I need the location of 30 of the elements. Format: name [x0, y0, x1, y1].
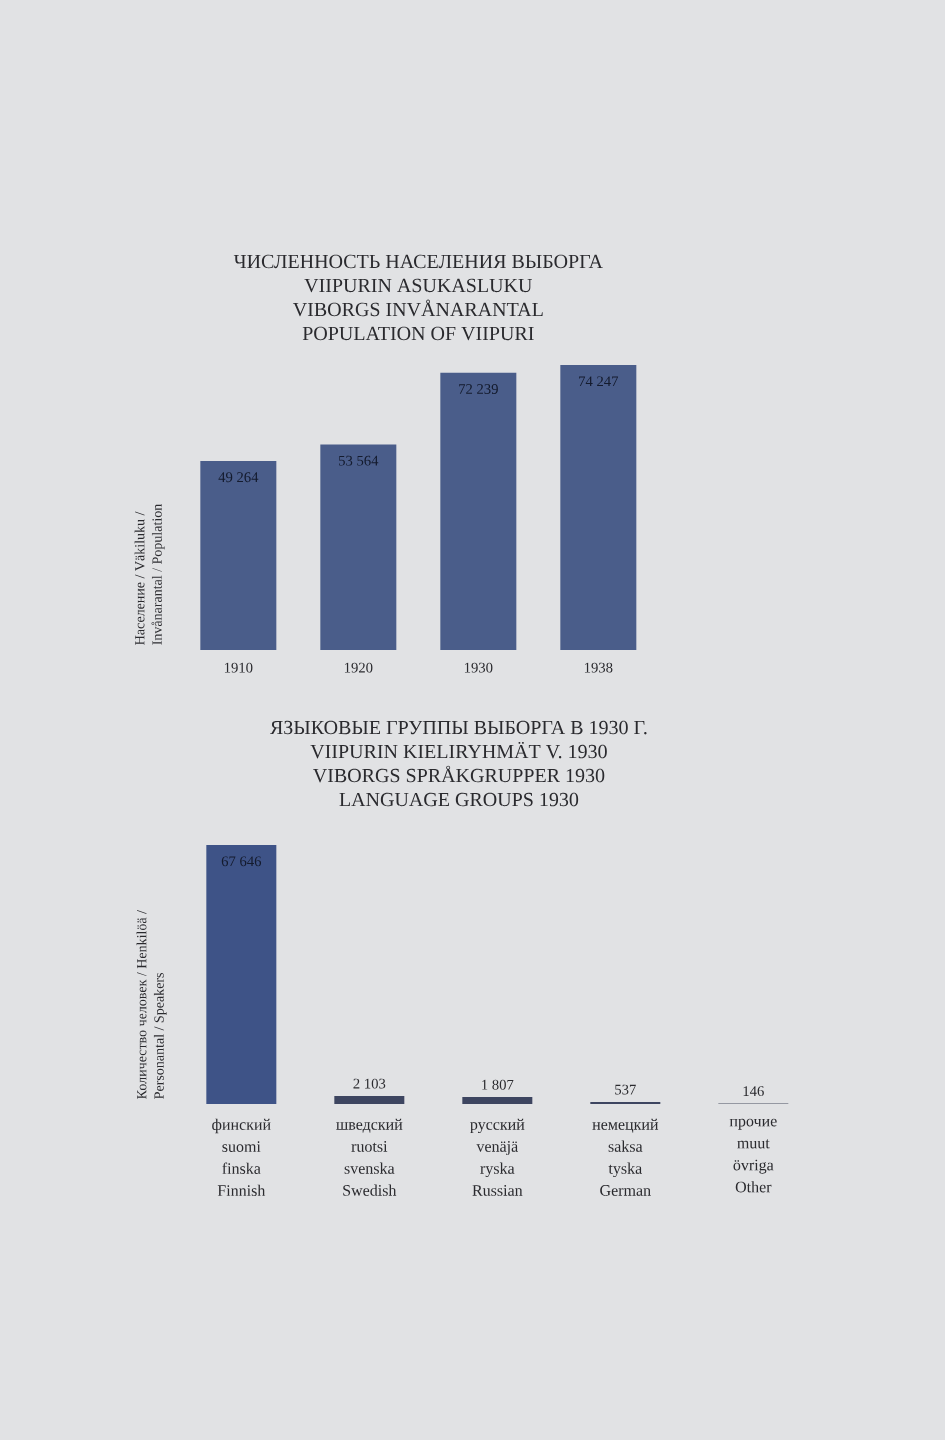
- data-label: 537: [615, 1084, 636, 1095]
- bar: [590, 1101, 661, 1104]
- bar: [206, 844, 277, 1104]
- data-label: 72 239: [458, 384, 498, 394]
- x-tick-label: финский suomi finska Finnish: [212, 1118, 271, 1196]
- x-tick-label: 1930: [464, 662, 493, 673]
- data-label: 49 264: [218, 472, 259, 483]
- y-axis-title: Население / Väkiluku / Invånarantal / Population: [134, 503, 165, 645]
- x-tick-label: немецкий saksa tyska German: [592, 1118, 658, 1196]
- data-label: 146: [743, 1086, 764, 1097]
- bar: [462, 1097, 533, 1104]
- bar: [334, 1095, 405, 1104]
- x-tick-label: 1920: [344, 662, 373, 673]
- data-label: 53 564: [338, 455, 379, 466]
- x-tick-label: русский venäjä ryska Russian: [469, 1118, 525, 1196]
- data-label: 67 646: [221, 856, 261, 867]
- x-tick-label: 1938: [584, 662, 613, 673]
- chart-title: ЧИСЛЕННОСТЬ НАСЕЛЕНИЯ ВЫБОРГА VIIPURIN ASUKASLUKU VIBORGS INVÅNARANTAL POPULATION OF VIIPURI: [233, 254, 603, 341]
- x-tick-label: 1910: [224, 662, 253, 673]
- bar: [440, 372, 517, 650]
- x-tick-label: прочие muut övriga Other: [729, 1118, 777, 1193]
- data-label: 74 247: [578, 376, 618, 387]
- data-label: 1 807: [481, 1079, 514, 1090]
- data-label: 2 103: [353, 1078, 386, 1089]
- bar: [560, 365, 637, 650]
- bar: [320, 444, 397, 650]
- bar: [200, 460, 277, 650]
- chart-title: ЯЗЫКОВЫЕ ГРУППЫ ВЫБОРГА В 1930 Г. VIIPURIN KIELIRYHMÄT V. 1930 VIBORGS SPRÅKGRUPPER 1930 LANGUAGE GROUPS 1930: [269, 720, 647, 807]
- y-axis-title: Количество человек / Henkilöä / Personantal / Speakers: [136, 910, 167, 1099]
- x-tick-label: шведский ruotsi svenska Swedish: [336, 1118, 403, 1196]
